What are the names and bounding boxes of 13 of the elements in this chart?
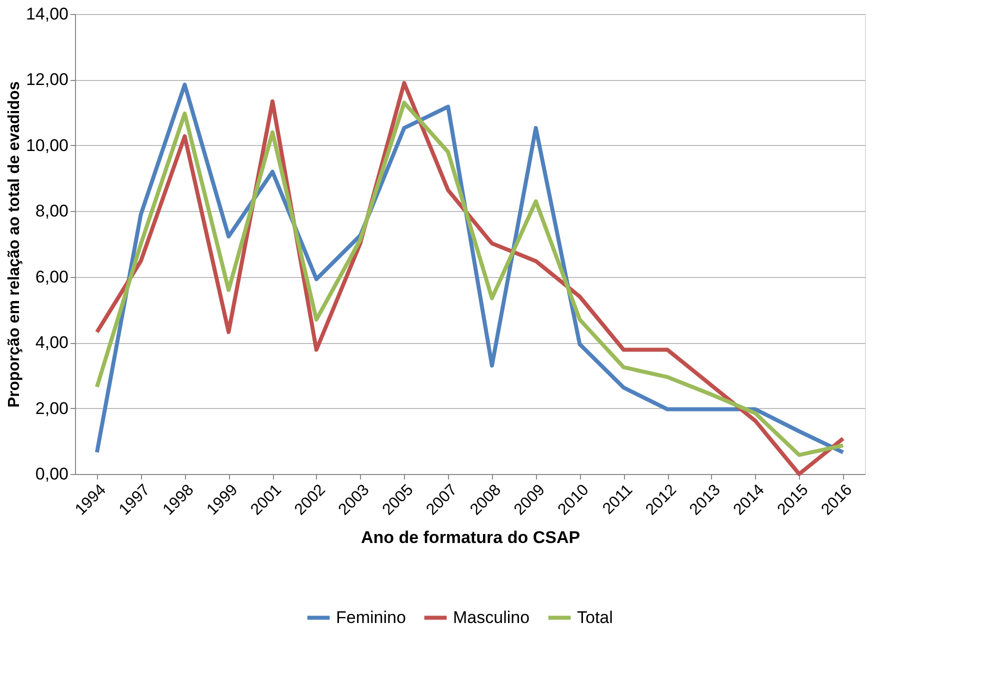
y-tick-label: 8,00 [35,202,68,221]
y-tick-label: 14,00 [26,4,68,24]
y-tick-label: 4,00 [35,333,68,352]
y-tick-label: 12,00 [26,70,68,90]
legend-label: Feminino [336,608,406,627]
y-tick-label: 10,00 [26,136,68,155]
y-tick-label: 6,00 [35,267,68,286]
y-axis-title: Proporção em relação ao total de evadidos [6,81,23,408]
legend-label: Total [577,608,613,627]
x-axis-title: Ano de formatura do CSAP [360,528,580,547]
y-tick-label: 0,00 [35,464,68,484]
legend-label: Masculino [453,608,530,627]
y-tick-label: 2,00 [35,398,68,418]
